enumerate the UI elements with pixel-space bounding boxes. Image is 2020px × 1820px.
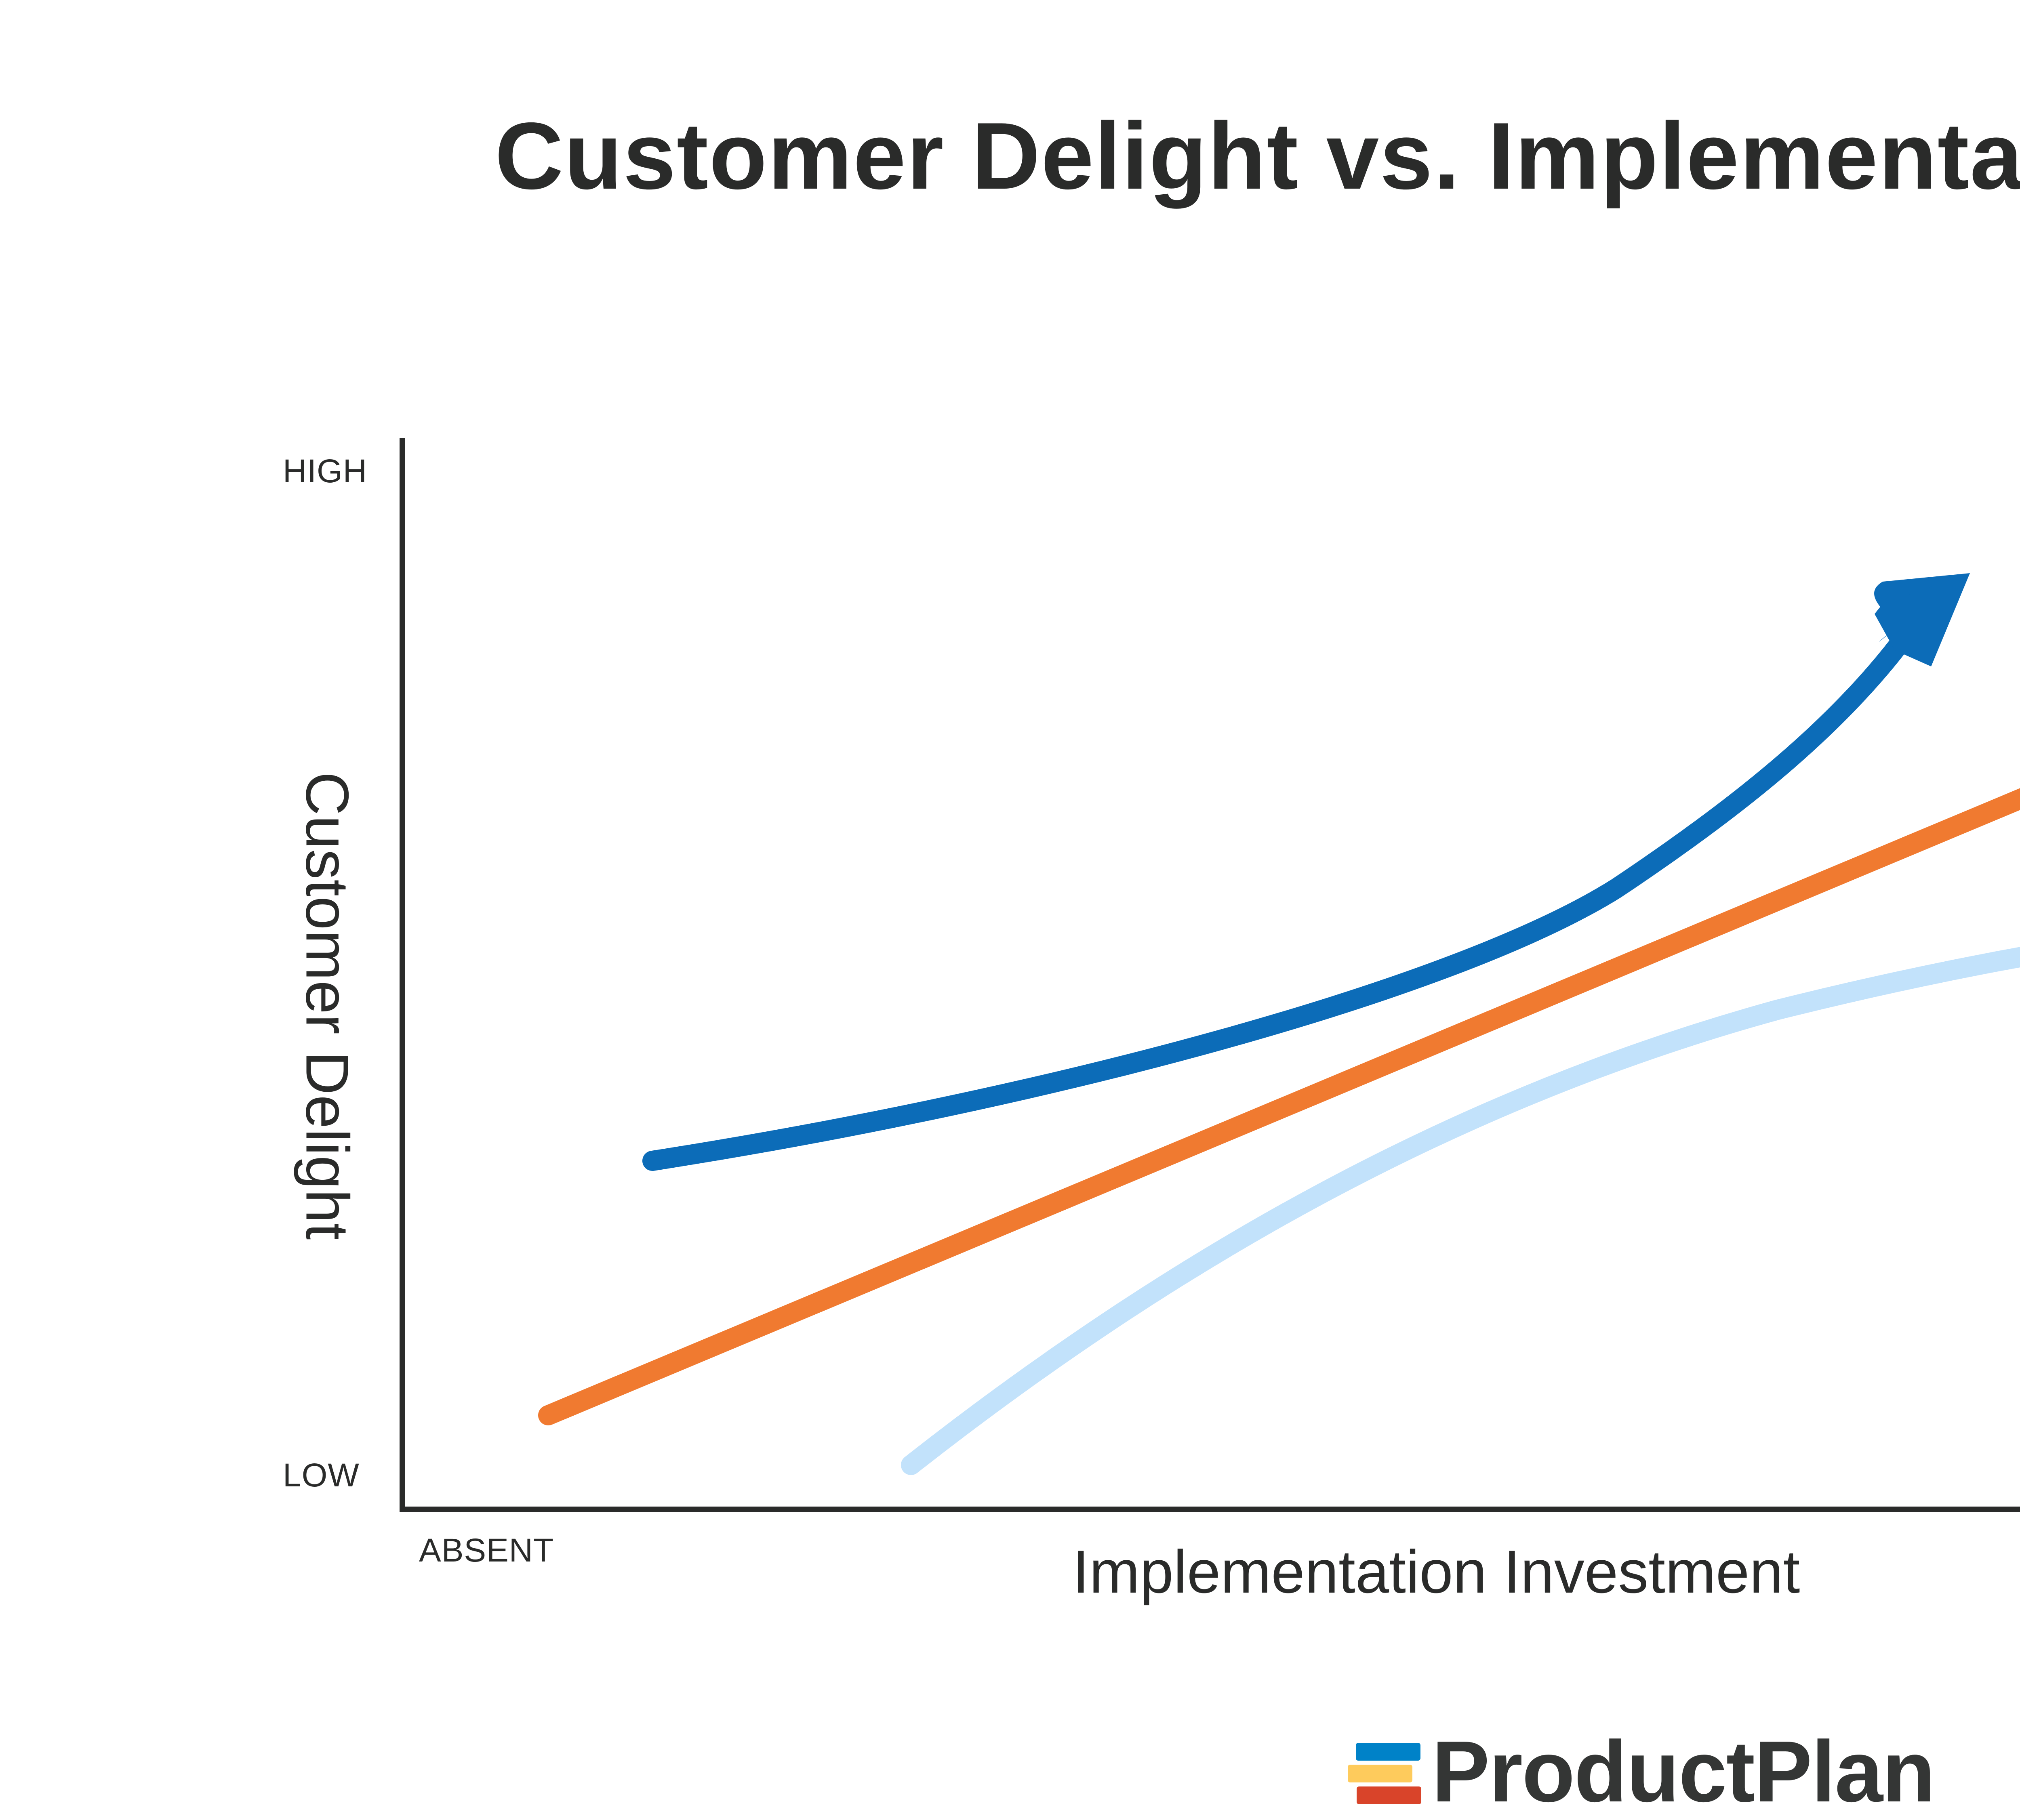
- series-basic-arrow: [901, 947, 2020, 1475]
- y-axis-low-label: LOW: [283, 1457, 360, 1494]
- logo-text: ProductPlan: [1432, 1722, 1935, 1820]
- chart-axes: [400, 438, 2020, 1512]
- series-performance-arrow: [538, 788, 2020, 1425]
- chart-title: Customer Delight vs. Implementation Inve…: [494, 103, 2020, 209]
- x-axis-title: Implementation Investment: [1072, 1538, 1800, 1606]
- productplan-logo: ProductPlan: [1340, 1728, 1935, 1815]
- series-excitement-arrow: [642, 573, 1970, 1171]
- y-axis-title: Customer Delight: [293, 771, 362, 1240]
- logo-bar-blue: [1356, 1743, 1420, 1761]
- logo-bar-yellow: [1348, 1765, 1412, 1782]
- logo-bar-red: [1357, 1786, 1421, 1804]
- x-axis-start-label: ABSENT: [419, 1532, 554, 1569]
- y-axis-high-label: HIGH: [283, 453, 367, 490]
- logo-bars-icon: [1340, 1739, 1425, 1804]
